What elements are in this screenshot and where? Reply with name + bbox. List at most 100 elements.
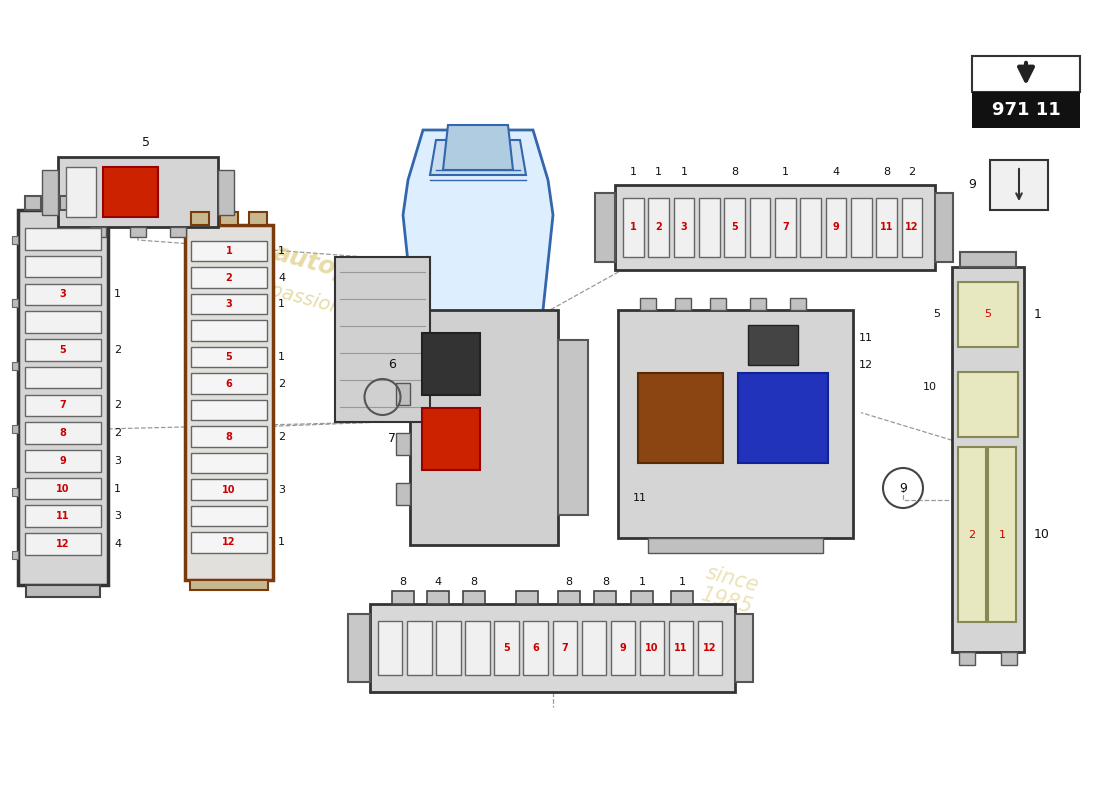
Text: 2: 2: [909, 167, 915, 177]
Bar: [673, 198, 694, 258]
Text: 5: 5: [503, 643, 510, 653]
Bar: [25, 478, 101, 499]
Text: 2: 2: [114, 400, 121, 410]
Bar: [738, 373, 828, 463]
Bar: [191, 346, 267, 367]
Bar: [422, 333, 480, 395]
Text: 3: 3: [278, 485, 285, 494]
Text: 1: 1: [1034, 307, 1042, 321]
Text: 1: 1: [278, 352, 285, 362]
Bar: [25, 283, 101, 306]
Text: 8: 8: [226, 431, 232, 442]
Text: 2: 2: [968, 530, 976, 539]
Text: 7: 7: [561, 643, 568, 653]
Text: 9: 9: [59, 456, 66, 466]
Text: 5: 5: [226, 352, 232, 362]
Text: 5: 5: [984, 309, 991, 319]
Bar: [410, 310, 558, 545]
Bar: [336, 257, 430, 422]
Bar: [25, 311, 101, 333]
Polygon shape: [443, 125, 513, 170]
Bar: [12, 551, 18, 559]
Text: 3: 3: [59, 290, 66, 299]
Bar: [724, 198, 745, 258]
Bar: [60, 196, 76, 210]
Bar: [25, 422, 101, 444]
Bar: [552, 621, 576, 675]
Bar: [698, 198, 719, 258]
Bar: [988, 447, 1016, 622]
Bar: [877, 198, 898, 258]
Text: 12: 12: [703, 643, 717, 653]
Bar: [370, 604, 735, 692]
Bar: [25, 533, 101, 555]
Text: 6: 6: [226, 378, 232, 389]
Bar: [396, 383, 410, 405]
Text: 12: 12: [222, 538, 235, 547]
Bar: [25, 196, 41, 210]
Text: 4: 4: [114, 539, 121, 549]
Bar: [12, 362, 18, 370]
Bar: [191, 532, 267, 553]
Bar: [25, 339, 101, 361]
Bar: [12, 299, 18, 307]
Text: 5: 5: [732, 222, 738, 233]
Text: 4: 4: [278, 273, 285, 282]
Text: 7: 7: [59, 400, 66, 410]
Bar: [640, 621, 664, 675]
Text: a passion for parts: a passion for parts: [250, 275, 430, 341]
Bar: [407, 621, 431, 675]
Bar: [191, 426, 267, 447]
Bar: [960, 252, 1016, 267]
Bar: [427, 591, 449, 604]
Bar: [952, 267, 1024, 652]
Text: 1: 1: [114, 290, 121, 299]
Bar: [558, 340, 589, 515]
Bar: [26, 585, 100, 597]
Bar: [735, 614, 754, 682]
Text: 6: 6: [532, 643, 539, 653]
Bar: [516, 591, 538, 604]
Bar: [130, 227, 146, 237]
Bar: [378, 621, 403, 675]
Bar: [618, 310, 852, 538]
Text: 1: 1: [114, 483, 121, 494]
Bar: [58, 157, 218, 227]
Bar: [582, 621, 606, 675]
Bar: [396, 483, 410, 505]
Bar: [12, 425, 18, 433]
Bar: [648, 538, 823, 553]
Text: 9: 9: [899, 482, 906, 494]
Bar: [25, 228, 101, 250]
Bar: [191, 374, 267, 394]
Text: 1: 1: [656, 167, 662, 177]
Text: 10: 10: [222, 485, 235, 494]
Text: 8: 8: [59, 428, 66, 438]
Bar: [18, 210, 108, 585]
Bar: [610, 621, 635, 675]
Text: 11: 11: [859, 333, 873, 343]
Bar: [25, 366, 101, 389]
Text: 10: 10: [646, 643, 659, 653]
Text: 5: 5: [59, 345, 66, 355]
Text: 971 11: 971 11: [991, 101, 1060, 119]
Bar: [972, 92, 1080, 128]
Bar: [710, 298, 726, 310]
Bar: [776, 198, 795, 258]
Bar: [437, 621, 461, 675]
Text: 3: 3: [114, 456, 121, 466]
Bar: [465, 621, 490, 675]
Text: 2: 2: [278, 431, 285, 442]
Bar: [191, 506, 267, 526]
Text: 4: 4: [434, 577, 441, 587]
Text: 2: 2: [278, 378, 285, 389]
Text: 5: 5: [933, 309, 940, 319]
Text: 2: 2: [226, 273, 232, 282]
Text: 1: 1: [630, 167, 637, 177]
Bar: [396, 433, 410, 455]
Bar: [42, 170, 58, 215]
Bar: [191, 294, 267, 314]
Bar: [422, 408, 480, 470]
Bar: [958, 447, 986, 622]
Text: 11: 11: [56, 511, 69, 522]
